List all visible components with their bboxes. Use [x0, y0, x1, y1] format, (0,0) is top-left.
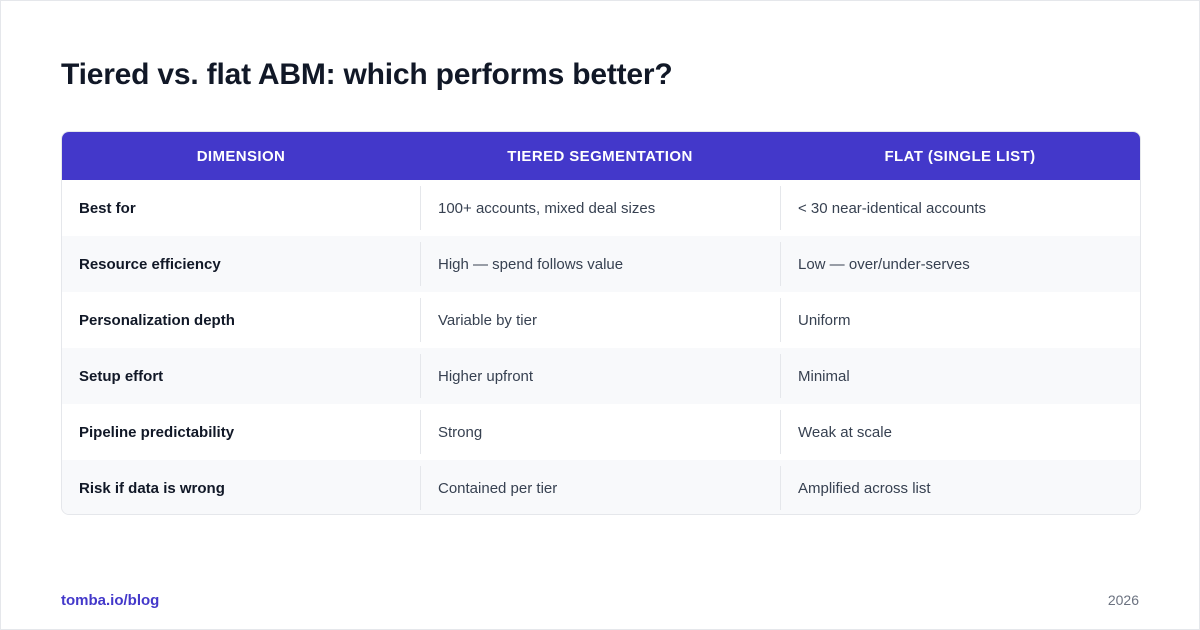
tiered-cell: High — spend follows value: [420, 236, 780, 292]
dimension-cell: Personalization depth: [79, 311, 235, 329]
header-tiered: TIERED SEGMENTATION: [507, 147, 693, 165]
dimension-cell: Pipeline predictability: [79, 423, 235, 441]
table-row: Personalization depth Variable by tier U…: [62, 292, 1140, 348]
header-flat: FLAT (SINGLE LIST): [884, 147, 1036, 165]
blog-link[interactable]: tomba.io/blog: [61, 592, 160, 609]
tiered-cell: Higher upfront: [420, 348, 780, 404]
tiered-cell: Variable by tier: [420, 292, 780, 348]
table-row: Resource efficiency High — spend follows…: [62, 236, 1140, 292]
flat-cell: Minimal: [780, 348, 1140, 404]
flat-cell: Uniform: [780, 292, 1140, 348]
dimension-cell: Best for: [79, 199, 136, 217]
flat-cell: Low — over/under-serves: [780, 236, 1140, 292]
table-row: Best for 100+ accounts, mixed deal sizes…: [62, 180, 1140, 236]
table-row: Pipeline predictability Strong Weak at s…: [62, 404, 1140, 460]
dimension-cell: Risk if data is wrong: [79, 479, 225, 497]
flat-cell: Weak at scale: [780, 404, 1140, 460]
tiered-cell: Contained per tier: [420, 460, 780, 514]
tiered-cell: 100+ accounts, mixed deal sizes: [420, 180, 780, 236]
tiered-cell: Strong: [420, 404, 780, 460]
table-row: Setup effort Higher upfront Minimal: [62, 348, 1140, 404]
page-title: Tiered vs. flat ABM: which performs bett…: [61, 58, 673, 91]
flat-cell: < 30 near-identical accounts: [780, 180, 1140, 236]
flat-cell: Amplified across list: [780, 460, 1140, 514]
dimension-cell: Setup effort: [79, 367, 164, 385]
dimension-cell: Resource efficiency: [79, 255, 221, 273]
table-header: DIMENSION TIERED SEGMENTATION FLAT (SING…: [62, 132, 1140, 180]
comparison-table: DIMENSION TIERED SEGMENTATION FLAT (SING…: [61, 131, 1141, 515]
header-dimension: DIMENSION: [196, 147, 286, 165]
year-label: 2026: [1107, 592, 1139, 608]
table-row: Risk if data is wrong Contained per tier…: [62, 460, 1140, 514]
